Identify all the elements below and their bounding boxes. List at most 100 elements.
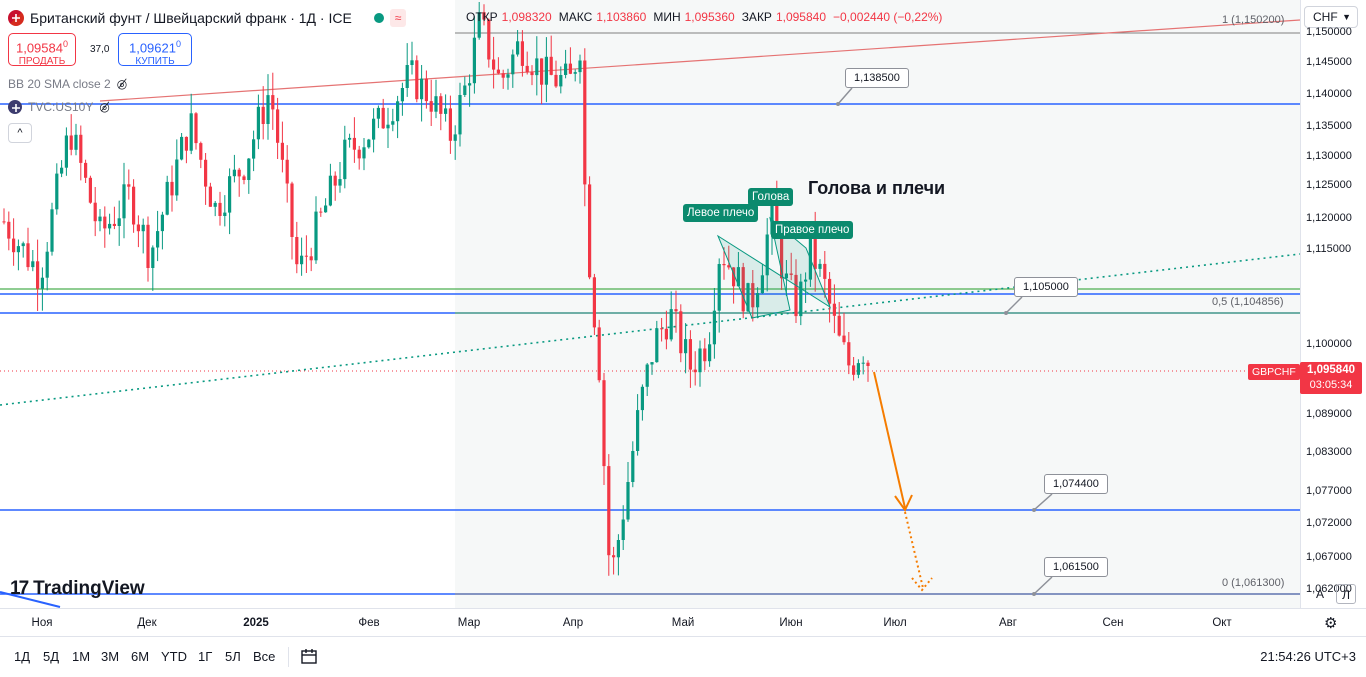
range-6m-button[interactable]: 6М (131, 649, 150, 664)
candle-body (194, 113, 198, 144)
candle (415, 55, 419, 103)
callout-leader (1033, 493, 1053, 511)
candle-body (12, 238, 16, 253)
price-tag-1108104: 1,108104 (1307, 287, 1355, 299)
indicator-bb[interactable]: BB 20 SMA close 2 ◎̸ (8, 77, 127, 91)
candle-body (856, 363, 860, 375)
candle (40, 267, 44, 311)
sell-button[interactable]: 1,095840 ПРОДАТЬ (8, 33, 76, 67)
price-tick-label: 1,067000 (1306, 551, 1352, 563)
range-1d-button[interactable]: 1Д (14, 649, 31, 664)
auto-scale-button[interactable]: A (1315, 587, 1324, 601)
callout-1074400[interactable]: 1,074400 (1044, 474, 1108, 494)
candle-body (223, 212, 227, 216)
candle-body (645, 364, 649, 387)
candle-body (799, 281, 803, 317)
buy-button[interactable]: 1,096210 КУПИТЬ (118, 33, 192, 67)
candle-body (319, 211, 323, 213)
chart-pane[interactable]: Британский фунт / Швейцарский франк · 1Д… (0, 0, 1300, 608)
support-trendline (0, 253, 1300, 406)
price-chart[interactable] (0, 0, 1300, 608)
candle (204, 153, 208, 205)
candle (410, 41, 414, 75)
callout-1138500[interactable]: 1,138500 (845, 68, 909, 88)
currency-selector[interactable]: CHF ▼ (1304, 6, 1358, 28)
candle-body (7, 221, 11, 239)
candle-body (247, 158, 251, 180)
candle (405, 43, 409, 97)
range-all-button[interactable]: Все (253, 649, 276, 664)
candle (511, 49, 515, 88)
right-shoulder-label[interactable]: Правое плечо (771, 221, 854, 239)
candle (55, 163, 59, 215)
goto-date-icon[interactable] (300, 647, 318, 665)
ohlc-close-value: 1,095840 (775, 10, 826, 24)
callout-1105000[interactable]: 1,105000 (1014, 277, 1078, 297)
range-5y-button[interactable]: 5Л (225, 649, 241, 664)
candle (501, 69, 505, 89)
candle-body (736, 267, 740, 287)
candle-body (160, 214, 164, 232)
candle (640, 384, 644, 421)
candle-body (496, 69, 500, 74)
candle (242, 174, 246, 185)
left-shoulder-label[interactable]: Левое плечо (683, 204, 759, 222)
candle (112, 206, 116, 230)
tradingview-logo[interactable]: 17 TradingView (10, 578, 145, 600)
candle (828, 272, 832, 323)
candle-body (338, 179, 342, 186)
time-label: Сен (1102, 617, 1124, 629)
candle (717, 258, 721, 333)
candle-body (372, 118, 376, 140)
candle-body (79, 134, 83, 163)
candle-body (328, 175, 332, 206)
indicator-compare[interactable]: TVC:US10Y ◎̸ (8, 100, 110, 114)
candle (679, 304, 683, 363)
price-axis[interactable] (1300, 0, 1366, 608)
candle-body (813, 231, 817, 269)
range-3m-button[interactable]: 3М (101, 649, 120, 664)
candle (832, 284, 836, 334)
candle-body (74, 134, 78, 150)
candle (26, 227, 30, 271)
candle-body (564, 63, 568, 75)
sell-price-sup: 0 (62, 39, 68, 49)
candle (568, 47, 572, 75)
candle (799, 273, 803, 326)
candle-body (741, 267, 745, 312)
candle-body (175, 159, 179, 196)
collapse-legend-button[interactable]: ^ (8, 123, 32, 143)
clock-timezone[interactable]: 21:54:26 UTC+3 (1260, 649, 1356, 664)
candle-body (333, 175, 337, 186)
candle-body (405, 65, 409, 88)
range-5d-button[interactable]: 5Д (43, 649, 60, 664)
candle-body (36, 261, 40, 289)
price-tick-label: 1,140000 (1306, 88, 1352, 100)
symbol-title[interactable]: Британский фунт / Швейцарский франк · 1Д… (30, 10, 352, 26)
ohlc-low-key: МИН (653, 10, 681, 24)
eye-off-icon[interactable]: ◎̸ (116, 77, 128, 91)
candle-body (98, 216, 102, 222)
log-scale-button[interactable]: Л (1336, 584, 1356, 604)
pattern-title[interactable]: Голова и плечи (808, 178, 946, 198)
candle-body (448, 108, 452, 141)
time-axis[interactable]: Ноя Дек 2025 Фев Мар Апр Май Июн Июл Авг… (0, 608, 1366, 636)
head-label[interactable]: Голова (748, 188, 794, 206)
range-1y-button[interactable]: 1Г (198, 649, 213, 664)
candle-body (453, 134, 457, 141)
range-1m-button[interactable]: 1М (72, 649, 91, 664)
gear-icon[interactable]: ⚙ (1324, 615, 1338, 632)
eye-off-icon[interactable]: ◎̸ (99, 100, 110, 114)
candle (127, 169, 131, 200)
range-ytd-button[interactable]: YTD (161, 649, 187, 664)
bar-countdown: 03:05:34 (1309, 379, 1353, 391)
wave-icon[interactable]: ≈ (389, 9, 407, 27)
candle (280, 121, 284, 173)
candle (751, 270, 755, 322)
callout-1061500[interactable]: 1,061500 (1044, 557, 1108, 577)
candle (636, 394, 640, 456)
us-flag-icon (8, 100, 22, 114)
candle (396, 95, 400, 139)
candle-body (463, 85, 467, 95)
candle (818, 259, 822, 277)
